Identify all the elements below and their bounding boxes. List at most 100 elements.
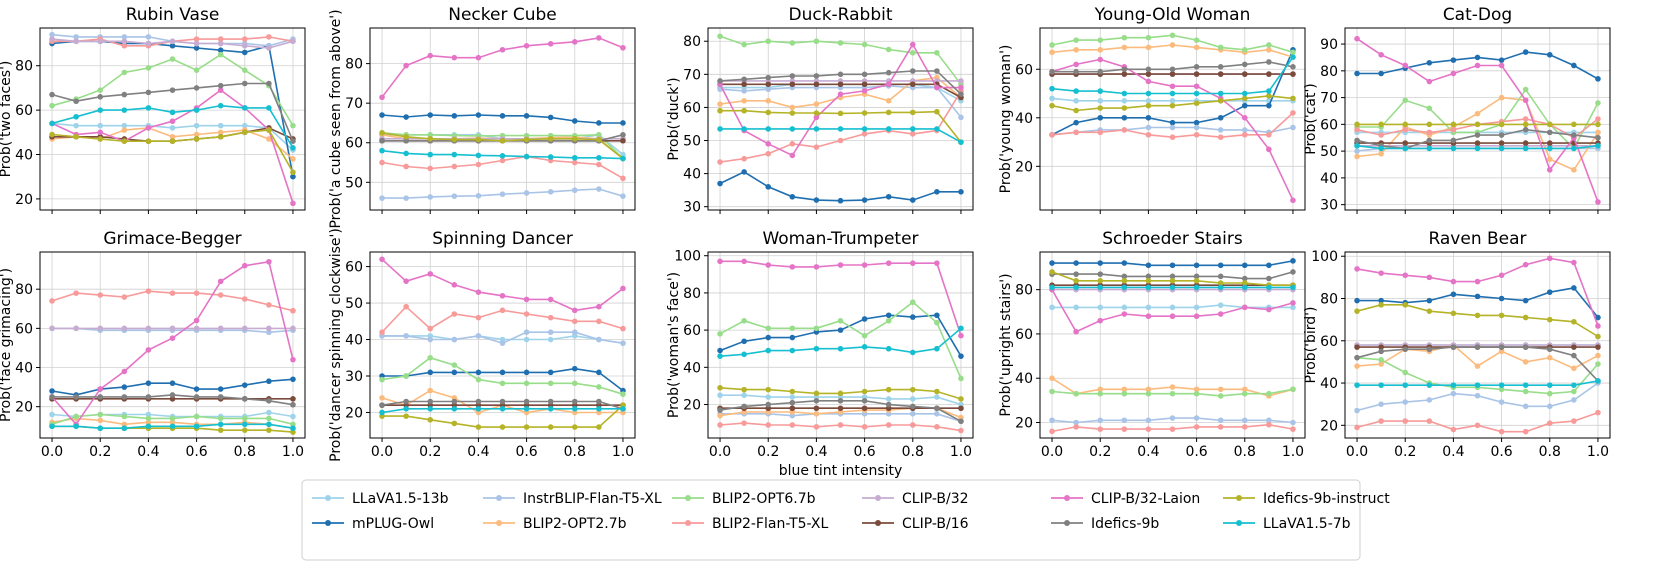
data-point: [145, 347, 152, 353]
x-tick-label: 0.6: [515, 444, 537, 460]
data-point: [145, 394, 152, 400]
data-point: [958, 78, 964, 84]
data-point: [837, 422, 844, 428]
data-point: [1266, 93, 1272, 99]
series-mplug-owl: [1049, 258, 1296, 269]
y-tick-label: 20: [345, 405, 363, 421]
data-point: [1217, 262, 1224, 269]
data-point: [499, 113, 506, 119]
series-idefics-9b: [1049, 269, 1296, 282]
data-point: [1354, 297, 1360, 304]
subplot-necker-cube: 50 60 70 80 Necker Cube Prob('a cube seen fro…: [328, 5, 636, 229]
data-point: [1378, 150, 1384, 157]
data-point: [266, 302, 272, 308]
y-tick-label: 80: [1015, 283, 1033, 299]
data-point: [1193, 131, 1200, 138]
data-point: [266, 409, 272, 416]
data-point: [717, 258, 723, 265]
data-point: [1266, 42, 1272, 48]
x-tick-label: 0.4: [137, 444, 159, 460]
data-point: [193, 136, 200, 142]
data-point: [73, 38, 79, 45]
data-point: [241, 122, 248, 129]
data-point: [475, 333, 482, 339]
data-point: [1145, 102, 1152, 109]
data-point: [1049, 49, 1055, 56]
data-point: [290, 307, 296, 314]
data-point: [1474, 392, 1481, 399]
legend-swatch-marker: [325, 520, 331, 526]
data-point: [121, 384, 128, 390]
data-point: [934, 388, 940, 395]
y-tick-label: 60: [1320, 117, 1338, 133]
data-point: [1571, 352, 1577, 359]
series-mplug-owl: [1354, 285, 1601, 321]
data-point: [169, 133, 176, 140]
data-point: [1450, 291, 1457, 298]
y-tick-label: 20: [1015, 416, 1033, 432]
legend-swatch-marker: [1064, 495, 1070, 501]
data-point: [451, 406, 458, 412]
data-point: [620, 325, 626, 332]
data-point: [1498, 344, 1505, 350]
x-tick-label: 0.0: [1041, 444, 1063, 460]
data-point: [1450, 390, 1457, 397]
data-point: [121, 91, 128, 98]
data-point: [523, 296, 530, 303]
data-point: [813, 81, 820, 88]
legend-item: CLIP-B/16: [862, 516, 969, 532]
data-point: [290, 376, 296, 383]
data-point: [813, 73, 820, 79]
data-point: [1595, 199, 1601, 205]
data-point: [217, 386, 224, 392]
data-point: [475, 424, 482, 430]
data-point: [193, 317, 200, 324]
data-point: [885, 98, 892, 104]
data-point: [909, 68, 916, 74]
data-point: [1426, 105, 1433, 112]
data-point: [290, 356, 296, 363]
data-point: [169, 335, 176, 341]
data-point: [217, 292, 224, 298]
subplot-title: Duck-Rabbit: [788, 5, 892, 25]
data-point: [1217, 114, 1224, 121]
y-tick-label: 30: [345, 369, 363, 385]
data-point: [1073, 328, 1079, 335]
data-point: [596, 35, 602, 41]
data-point: [1474, 293, 1481, 300]
data-point: [1145, 34, 1152, 41]
data-point: [475, 112, 482, 118]
data-point: [958, 396, 964, 402]
data-point: [379, 94, 385, 101]
data-point: [1266, 262, 1272, 269]
data-point: [717, 384, 723, 391]
y-axis-label: Prob('duck'): [666, 77, 682, 160]
data-point: [1595, 116, 1601, 122]
data-point: [596, 336, 602, 343]
data-point: [909, 411, 916, 417]
x-tick-label: 1.0: [282, 444, 304, 460]
data-point: [97, 325, 104, 332]
data-point: [547, 336, 554, 343]
data-point: [717, 331, 723, 337]
y-tick-label: 70: [683, 67, 701, 83]
data-point: [121, 368, 128, 375]
data-point: [49, 131, 55, 138]
data-point: [861, 126, 868, 132]
data-point: [596, 406, 602, 412]
data-point: [741, 318, 747, 324]
data-point: [217, 36, 224, 42]
data-point: [1097, 114, 1104, 121]
data-point: [241, 415, 248, 422]
data-point: [1073, 304, 1079, 311]
data-point: [1193, 37, 1200, 43]
legend-label: CLIP-B/16: [902, 516, 969, 532]
data-point: [1474, 110, 1481, 117]
data-point: [1241, 280, 1248, 286]
data-point: [1595, 129, 1601, 136]
data-point: [789, 104, 796, 111]
data-point: [813, 114, 820, 121]
data-point: [403, 406, 409, 412]
data-point: [97, 107, 104, 113]
data-point: [571, 380, 578, 387]
